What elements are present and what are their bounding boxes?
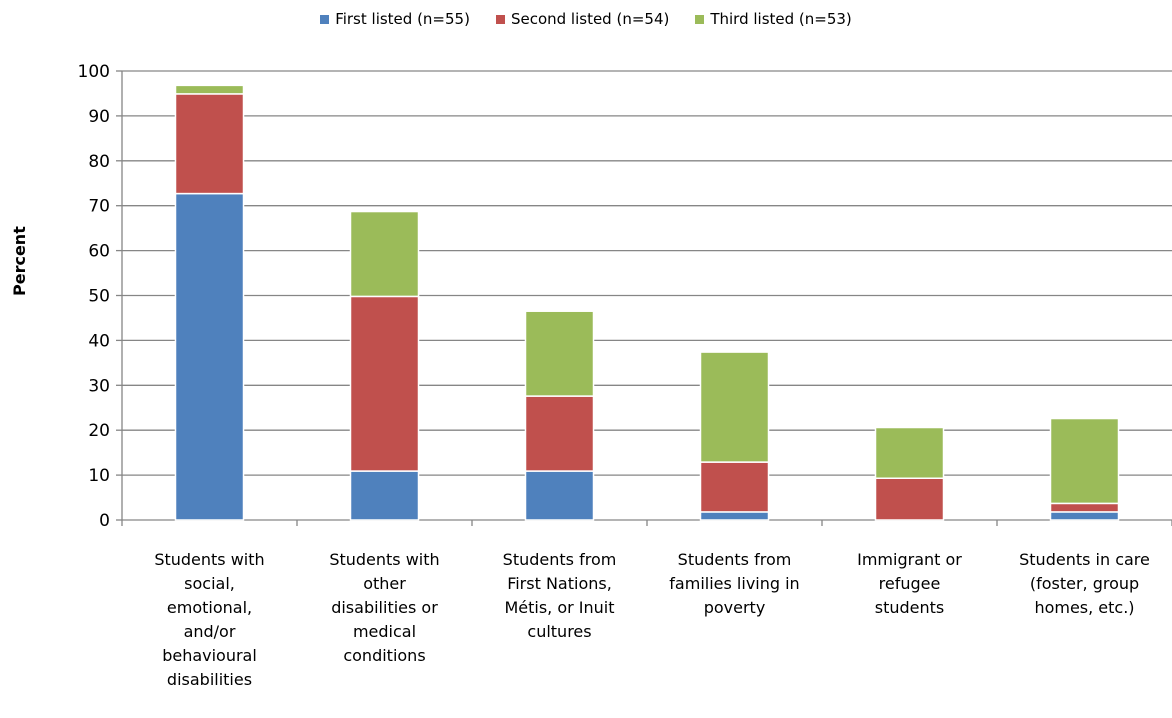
legend-item-first-listed: First listed (n=55)	[320, 10, 470, 28]
x-category-label-5: Immigrant or refugee students	[857, 550, 962, 617]
y-tick-label-20: 20	[88, 421, 110, 441]
x-category-label-1: Students with social, emotional, and/or …	[154, 550, 265, 689]
legend-label-first-listed: First listed (n=55)	[335, 10, 470, 28]
y-tick-label-60: 60	[88, 242, 110, 262]
legend-swatch-second-listed	[495, 14, 505, 24]
y-tick-label-90: 90	[88, 107, 110, 127]
bar-3-category-3	[524, 310, 595, 397]
y-tick-label-70: 70	[88, 197, 110, 217]
bar-2-category-1	[174, 93, 245, 195]
bar-2-category-6	[1049, 502, 1120, 513]
y-tick-label-30: 30	[88, 376, 110, 396]
legend-item-second-listed: Second listed (n=54)	[495, 10, 670, 28]
x-category-label-6: Students in care (foster, group homes, e…	[1019, 550, 1150, 617]
bar-1-category-2	[349, 470, 420, 521]
bar-3-category-5	[874, 426, 945, 479]
y-tick-label-100: 100	[78, 62, 110, 82]
bar-1-category-1	[174, 192, 245, 521]
bar-3-category-1	[174, 84, 245, 95]
legend-swatch-third-listed	[695, 14, 705, 24]
bar-2-category-3	[524, 395, 595, 472]
bar-3-category-4	[699, 351, 770, 463]
legend-swatch-first-listed	[320, 14, 330, 24]
y-tick-label-0: 0	[99, 511, 110, 531]
y-tick-label-40: 40	[88, 331, 110, 351]
bar-2-category-4	[699, 461, 770, 513]
y-axis-label: Percent	[10, 226, 29, 296]
chart-legend: First listed (n=55) Second listed (n=54)…	[0, 10, 1172, 28]
y-tick-label-50: 50	[88, 287, 110, 307]
bar-2-category-5	[874, 477, 945, 521]
bar-2-category-2	[349, 295, 420, 472]
bar-1-category-6	[1049, 511, 1120, 521]
y-tick-label-10: 10	[88, 466, 110, 486]
y-tick-label-80: 80	[88, 152, 110, 172]
legend-label-third-listed: Third listed (n=53)	[710, 10, 852, 28]
bar-1-category-4	[699, 511, 770, 521]
x-category-label-2: Students with other disabilities or medi…	[329, 550, 440, 665]
bar-3-category-2	[349, 210, 420, 298]
bar-3-category-6	[1049, 417, 1120, 505]
x-category-label-3: Students from First Nations, Métis, or I…	[502, 550, 617, 641]
x-category-label-4: Students from families living in poverty	[669, 550, 800, 617]
legend-item-third-listed: Third listed (n=53)	[695, 10, 852, 28]
legend-label-second-listed: Second listed (n=54)	[510, 10, 670, 28]
bar-1-category-3	[524, 470, 595, 521]
